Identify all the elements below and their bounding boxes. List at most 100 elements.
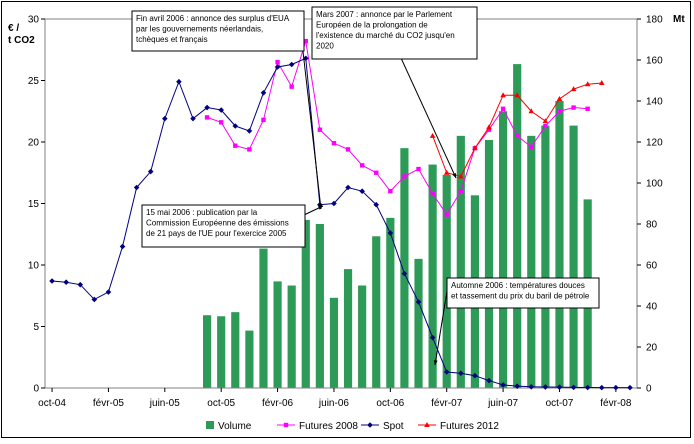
spot-point xyxy=(246,128,253,134)
volume-bar xyxy=(499,111,508,388)
volume-bar xyxy=(231,312,240,388)
spot-point xyxy=(77,281,84,288)
spot-point xyxy=(274,64,281,70)
annot-mars-2007: Mars 2007 : annonce par le Parlement Euro… xyxy=(311,6,478,179)
y-right-tick-label: 160 xyxy=(646,56,663,67)
futures-2008-point xyxy=(585,106,590,111)
futures-2012-point xyxy=(556,95,563,101)
x-tick-label: févr-08 xyxy=(600,398,632,409)
futures-2008-point xyxy=(416,166,421,172)
futures-2008-point xyxy=(218,120,224,125)
annotation-box xyxy=(131,10,305,52)
futures-2008-line xyxy=(206,40,588,216)
annotation-text-line: de 21 pays de l'UE pour l'exercice 2005 xyxy=(146,229,287,238)
x-tick-label: févr-05 xyxy=(93,398,125,409)
futures-2012-point xyxy=(528,108,535,114)
futures-2008-point xyxy=(458,189,464,194)
legend-marker xyxy=(424,422,430,427)
spot-point xyxy=(401,270,408,277)
spot-point xyxy=(472,372,478,379)
spot-point xyxy=(584,384,591,391)
futures-2008-point xyxy=(402,174,407,179)
futures-2012-point xyxy=(458,173,464,179)
spot-point xyxy=(260,90,267,96)
futures-2008-point xyxy=(204,115,210,120)
x-tick-label: févr-07 xyxy=(431,398,463,409)
spot-point xyxy=(429,334,436,341)
volume-bar xyxy=(315,224,324,388)
spot-point xyxy=(331,200,337,207)
spot-point xyxy=(176,78,182,85)
spot-point xyxy=(415,299,422,305)
futures-2012-point xyxy=(542,118,549,124)
annotation-box xyxy=(141,204,306,248)
spot-point xyxy=(190,115,196,122)
futures-2008-point xyxy=(374,170,379,175)
futures-2008-point xyxy=(388,189,393,194)
annotation-box xyxy=(311,6,478,60)
legend-label: Spot xyxy=(383,421,404,432)
legend-item-futures-2012: Futures 2012 xyxy=(418,421,499,432)
y-right-tick-label: 120 xyxy=(646,138,663,149)
volume-bar xyxy=(569,125,578,388)
futures-2012-point xyxy=(584,81,591,87)
spot-point xyxy=(133,184,140,191)
y-left-tick-label: 20 xyxy=(28,138,40,149)
futures-2008-point xyxy=(233,143,238,148)
spot-point xyxy=(373,201,380,208)
futures-2008-point xyxy=(317,127,323,132)
y-left-axis-title-line: t CO2 xyxy=(8,35,35,46)
spot-point xyxy=(598,384,605,391)
spot-point xyxy=(345,184,351,191)
annotation-text-line: par les gouvernements néerlandais, xyxy=(136,25,263,34)
spot-point xyxy=(387,230,394,236)
annotation-text-line: tchèques et français xyxy=(136,35,208,44)
spot-point xyxy=(218,107,224,113)
legend-item-futures-2008: Futures 2008 xyxy=(277,421,358,432)
futures-2008-point xyxy=(303,38,308,44)
futures-2008-point xyxy=(514,133,520,139)
annotation-text-line: et tassement du prix du baril de pétrole xyxy=(451,292,590,301)
y-right-tick-label: 80 xyxy=(646,220,658,231)
volume-bar xyxy=(372,236,381,388)
futures-2012-point xyxy=(598,79,605,85)
spot-point xyxy=(105,289,112,295)
annotations: Fin avril 2006 : annonce des surplus d'E… xyxy=(131,6,600,366)
legend-marker xyxy=(283,422,289,428)
annotation-text-line: 15 mai 2006 : publication par la xyxy=(146,208,258,217)
spot-point xyxy=(613,384,619,391)
volume-bar xyxy=(358,285,367,388)
legend-item-spot: Spot xyxy=(361,421,404,432)
spot-point xyxy=(288,61,295,68)
volume-bar xyxy=(527,135,536,388)
x-tick-label: juin-07 xyxy=(487,398,518,409)
x-tick-label: oct-06 xyxy=(376,398,404,409)
x-tick-label: juin-05 xyxy=(149,398,180,409)
y-right-tick-label: 140 xyxy=(646,97,663,108)
annotation-text-line: Mars 2007 : annonce par le Parlement xyxy=(316,10,453,19)
futures-2012-point xyxy=(486,124,492,130)
volume-bar xyxy=(456,135,465,388)
y-left-tick-label: 0 xyxy=(33,384,39,395)
futures-2008-point xyxy=(571,105,576,110)
x-tick-label: oct-07 xyxy=(546,398,574,409)
annotation-arrowhead xyxy=(318,206,323,210)
spot-point xyxy=(162,115,168,122)
legend-label: Volume xyxy=(218,421,252,432)
futures-2008-point xyxy=(261,117,266,123)
futures-2012-point xyxy=(443,169,450,175)
volume-bar xyxy=(273,281,282,388)
volume-bar xyxy=(245,330,254,388)
volume-bar xyxy=(329,297,339,388)
x-tick-label: oct-05 xyxy=(207,398,235,409)
legend-label: Futures 2012 xyxy=(440,421,499,432)
legend-label: Futures 2008 xyxy=(299,421,358,432)
annotation-text-line: Fin avril 2006 : annonce des surplus d'E… xyxy=(136,14,290,23)
futures-2008-point xyxy=(331,141,337,146)
annotation-leader xyxy=(434,290,448,366)
series-lines xyxy=(49,38,633,391)
x-tick-label: juin-06 xyxy=(318,398,349,409)
volume-bar xyxy=(484,139,494,388)
y-right-tick-label: 100 xyxy=(646,179,663,190)
volume-bar xyxy=(414,258,423,388)
